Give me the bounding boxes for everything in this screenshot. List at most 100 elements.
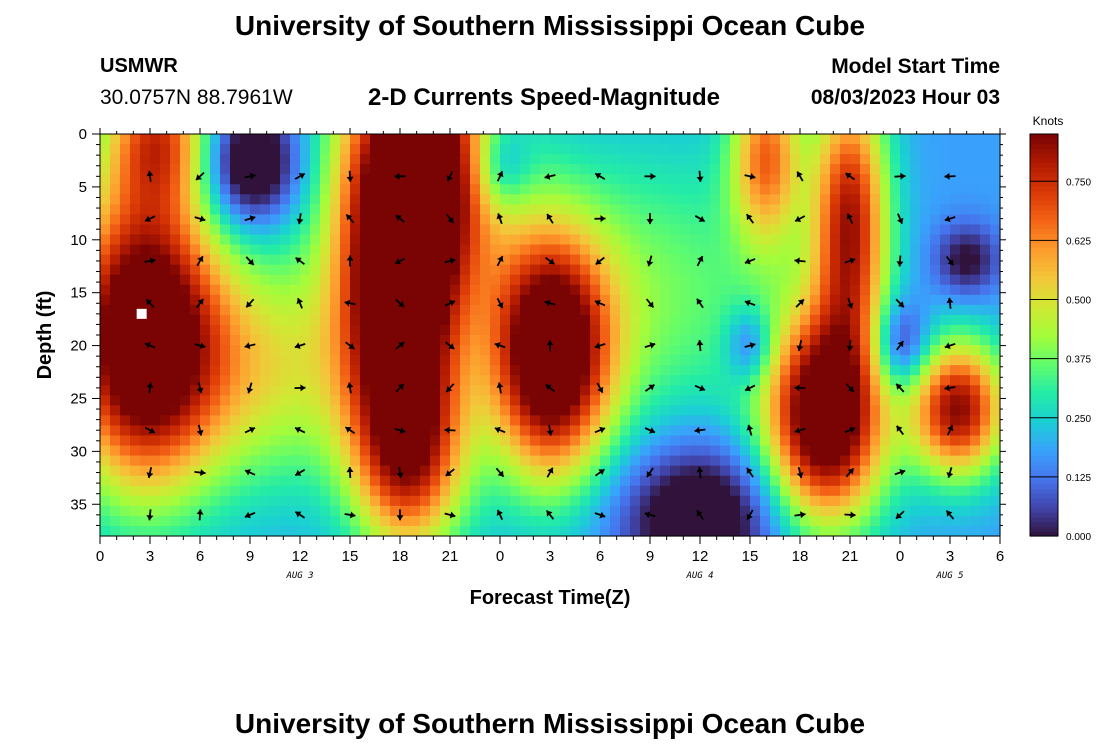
current-vector (496, 213, 504, 225)
heatmap-cell (790, 154, 801, 165)
colorbar-segment (1030, 176, 1058, 182)
heatmap-cell (270, 254, 281, 266)
heatmap-cell (690, 254, 701, 266)
heatmap-cell (360, 355, 371, 366)
heatmap-cell (980, 204, 991, 215)
heatmap-cell (550, 174, 561, 185)
heatmap-cell (640, 465, 651, 477)
heatmap-cell (600, 184, 611, 195)
heatmap-cell (780, 194, 791, 205)
heatmap-cell (240, 154, 251, 165)
heatmap-cell (710, 465, 721, 477)
heatmap-cell (990, 154, 1001, 165)
heatmap-cell (550, 224, 561, 236)
heatmap-cell (710, 525, 721, 537)
heatmap-cell (720, 465, 731, 477)
heatmap-cell (920, 445, 931, 457)
heatmap-cell (440, 375, 451, 386)
heatmap-cell (350, 264, 361, 276)
heatmap-cell (270, 395, 281, 406)
heatmap-cell (850, 184, 861, 195)
heatmap-cell (770, 525, 781, 537)
heatmap-cell (820, 525, 831, 537)
heatmap-cell (250, 455, 261, 467)
heatmap-cell (920, 455, 931, 467)
heatmap-cell (750, 525, 761, 537)
heatmap-cell (990, 345, 1001, 356)
heatmap-cell (990, 375, 1001, 386)
heatmap-cell (660, 284, 671, 296)
heatmap-cell (510, 204, 521, 215)
heatmap-cell (350, 435, 361, 447)
heatmap-cell (340, 274, 351, 286)
heatmap-cell (120, 184, 131, 195)
heatmap-cell (360, 144, 371, 155)
heatmap-cell (460, 234, 471, 246)
heatmap-cell (210, 194, 221, 205)
heatmap-cell (950, 154, 961, 165)
heatmap-cell (790, 234, 801, 246)
heatmap-cell (630, 385, 641, 396)
heatmap-cell (780, 495, 791, 507)
heatmap-cell (840, 134, 851, 145)
current-vector (945, 510, 955, 520)
heatmap-cell (480, 345, 491, 356)
heatmap-cell (120, 375, 131, 386)
current-vector-head (494, 426, 501, 434)
colorbar-segment (1030, 408, 1058, 414)
heatmap-cell (830, 314, 841, 326)
heatmap-cell (410, 505, 421, 517)
heatmap-cell (640, 505, 651, 517)
heatmap-cell (650, 475, 661, 487)
heatmap-cell (490, 234, 501, 246)
heatmap-cell (700, 355, 711, 366)
colorbar-segment (1030, 181, 1058, 187)
heatmap-cell (480, 455, 491, 467)
heatmap-cell (980, 435, 991, 447)
heatmap-cell (740, 154, 751, 165)
heatmap-cell (580, 214, 591, 226)
heatmap-cell (310, 254, 321, 266)
heatmap-cell (190, 335, 201, 346)
heatmap-cell (760, 224, 771, 236)
current-vector-head (600, 215, 606, 223)
heatmap-cell (360, 475, 371, 487)
heatmap-cell (130, 294, 141, 306)
heatmap-cell (460, 455, 471, 467)
x-tick-label: 9 (246, 548, 254, 565)
heatmap-cell (290, 365, 301, 376)
current-vector (345, 341, 355, 350)
heatmap-cell (570, 425, 581, 437)
heatmap-cell (930, 415, 941, 427)
heatmap-cell (200, 335, 211, 346)
heatmap-cell (580, 425, 591, 437)
heatmap-cell (220, 475, 231, 487)
heatmap-cell (140, 485, 151, 497)
heatmap-cell (250, 435, 261, 447)
heatmap-cell (840, 395, 851, 406)
heatmap-cell (350, 254, 361, 266)
heatmap-cell (360, 244, 371, 256)
heatmap-cell (260, 304, 271, 316)
heatmap-cell (200, 134, 211, 145)
heatmap-cell (540, 184, 551, 195)
heatmap-cell (400, 465, 411, 477)
heatmap-cell (120, 224, 131, 236)
heatmap-cell (110, 425, 121, 437)
heatmap-cell (770, 445, 781, 457)
heatmap-cell (720, 365, 731, 376)
heatmap-cell (870, 174, 881, 185)
heatmap-cell (560, 314, 571, 326)
heatmap-cell (610, 224, 621, 236)
heatmap-cell (730, 184, 741, 195)
heatmap-cell (640, 294, 651, 306)
heatmap-cell (160, 234, 171, 246)
heatmap-cell (830, 264, 841, 276)
heatmap-cell (700, 154, 711, 165)
current-vector (846, 297, 854, 309)
heatmap-cell (410, 375, 421, 386)
heatmap-cell (280, 244, 291, 256)
heatmap-cell (450, 485, 461, 497)
colorbar-tick-label: 0.375 (1066, 355, 1091, 366)
heatmap-cell (610, 415, 621, 427)
